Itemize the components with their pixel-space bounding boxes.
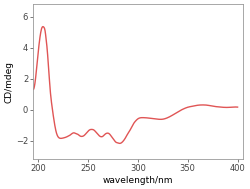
Y-axis label: CD/mdeg: CD/mdeg [4, 61, 13, 103]
X-axis label: wavelength/nm: wavelength/nm [102, 176, 173, 185]
